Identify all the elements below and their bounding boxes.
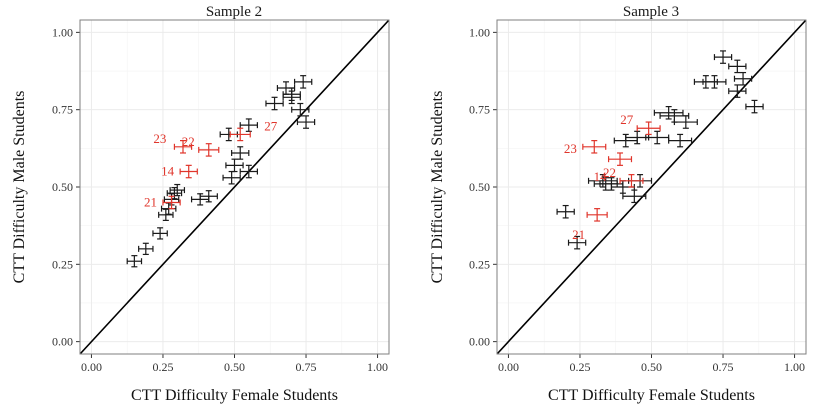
x-tick-label: 0.00 (498, 360, 519, 374)
highlighted-point-21 (162, 195, 181, 210)
data-point (265, 96, 284, 111)
y-tick-label: 1.00 (52, 25, 73, 39)
y-tick-label: 0.75 (469, 103, 490, 117)
highlighted-point-14 (179, 164, 198, 179)
x-tick-label: 0.50 (224, 360, 245, 374)
x-tick-label: 0.25 (569, 360, 590, 374)
identity-line (497, 20, 806, 354)
data-point (231, 146, 250, 160)
point-label-21: 21 (144, 194, 157, 209)
point-label-22: 22 (603, 165, 616, 180)
chart-title: Sample 2 (206, 4, 262, 20)
highlighted-point-23 (173, 140, 193, 154)
plot-border (496, 19, 807, 355)
plot-border (79, 19, 390, 355)
data-point (668, 133, 693, 148)
data-point (126, 255, 143, 268)
y-tick-label: 0.25 (469, 257, 490, 271)
point-label-23: 23 (564, 141, 577, 156)
point-label-23: 23 (153, 131, 166, 146)
data-point (158, 208, 174, 221)
data-point (728, 59, 747, 74)
data-point (587, 174, 618, 188)
data-point (702, 75, 727, 89)
point-label-27: 27 (620, 112, 634, 127)
data-point (293, 75, 313, 89)
data-point (556, 204, 575, 219)
data-point (291, 102, 310, 117)
y-tick-label: 1.00 (469, 25, 490, 39)
point-label-14: 14 (161, 164, 175, 179)
x-tick-label: 0.25 (152, 360, 173, 374)
point-label-27: 27 (264, 118, 278, 133)
highlighted-point-27 (229, 127, 251, 142)
data-point (199, 190, 218, 203)
identity-line (80, 20, 389, 354)
y-axis-label: CTT Difficulty Male Students (11, 91, 28, 284)
y-tick-label: 0.00 (52, 335, 73, 349)
y-tick-label: 0.25 (52, 257, 73, 271)
y-tick-label: 0.75 (52, 103, 73, 117)
x-tick-label: 0.00 (81, 360, 102, 374)
point-label-14: 14 (594, 169, 608, 184)
x-tick-label: 0.75 (713, 360, 734, 374)
highlighted-point-22 (198, 143, 220, 157)
point-label-22: 22 (182, 134, 195, 149)
data-point (225, 158, 244, 173)
data-point (728, 84, 747, 98)
highlighted-point-14 (607, 152, 633, 166)
highlighted-point-23 (582, 140, 607, 154)
data-point (282, 90, 301, 105)
highlighted-point-21 (586, 208, 608, 222)
x-axis-label: CTT Difficulty Female Students (131, 387, 338, 404)
data-point (169, 183, 186, 197)
data-point (745, 99, 764, 114)
data-point (152, 227, 168, 240)
data-point (296, 115, 316, 129)
data-point (653, 105, 684, 120)
x-tick-label: 1.00 (784, 360, 805, 374)
x-tick-label: 1.00 (367, 360, 388, 374)
data-point (567, 235, 587, 250)
y-tick-label: 0.50 (52, 180, 73, 194)
panel-1: 0.00 0.25 0.50 0.75 1.00 0.00 0.25 0.50 0.75 1.00… (11, 4, 390, 404)
x-tick-label: 0.75 (296, 360, 317, 374)
x-axis-label: CTT Difficulty Female Students (548, 387, 755, 404)
data-point (239, 164, 258, 179)
data-point (138, 242, 154, 256)
data-point (166, 187, 183, 200)
data-point (713, 50, 733, 64)
y-tick-label: 0.50 (469, 180, 490, 194)
data-point (733, 71, 753, 86)
chart-title: Sample 3 (623, 4, 679, 20)
data-point (239, 118, 258, 132)
x-tick-label: 0.50 (641, 360, 662, 374)
data-point (622, 189, 647, 204)
y-axis-label: CTT Difficulty Male Students (429, 91, 446, 284)
data-point (673, 115, 698, 129)
highlighted-point-27 (636, 121, 661, 136)
y-tick-label: 0.00 (469, 335, 490, 349)
point-label-21: 21 (572, 227, 585, 242)
panel-2: 0.00 0.25 0.50 0.75 1.00 0.00 0.25 0.50 0.75 1.00… (429, 4, 807, 404)
highlighted-point-22 (619, 174, 644, 188)
